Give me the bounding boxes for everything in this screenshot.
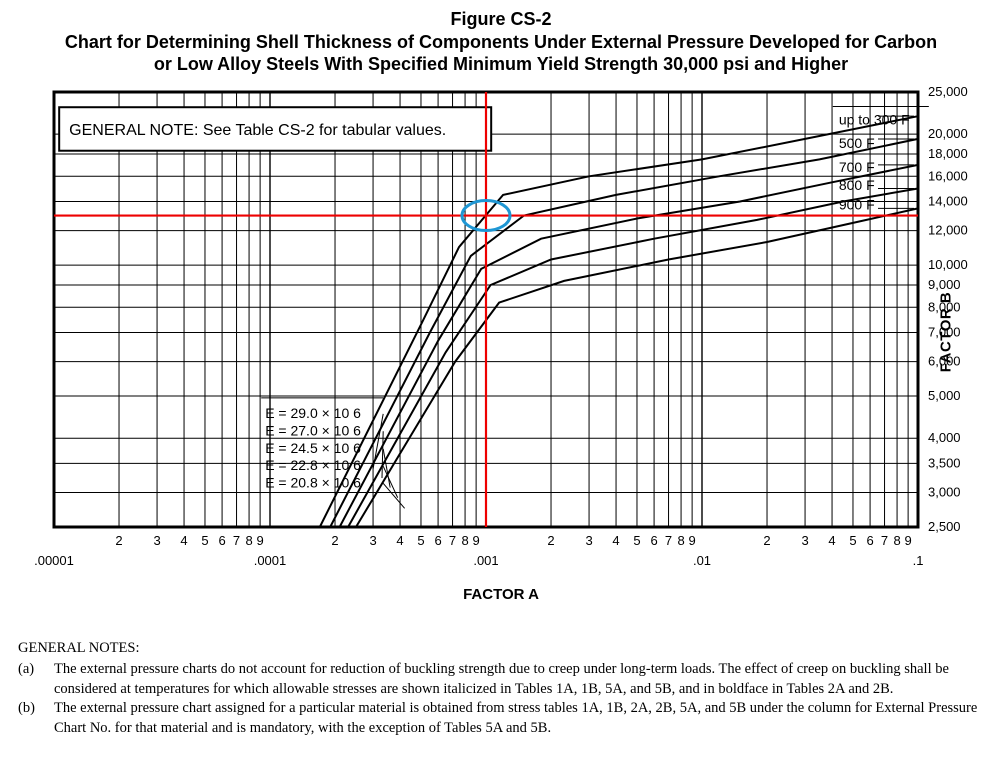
y-tick-label: 20,000 — [928, 126, 968, 141]
x-minor-label: 9 — [904, 533, 911, 548]
x-minor-label: 5 — [849, 533, 856, 548]
temp-label: 900 F — [839, 196, 875, 212]
x-minor-label: 7 — [233, 533, 240, 548]
y-tick-label: 12,000 — [928, 222, 968, 237]
note-item: (b)The external pressure chart assigned … — [18, 699, 984, 738]
x-minor-label: 7 — [665, 533, 672, 548]
y-tick-label: 10,000 — [928, 257, 968, 272]
x-decade-label: .001 — [473, 553, 498, 568]
notes-heading: GENERAL NOTES: — [18, 639, 984, 659]
x-minor-label: 5 — [417, 533, 424, 548]
e-modulus-label: E = 27.0 × 10 6 — [265, 422, 361, 438]
x-minor-label: 2 — [331, 533, 338, 548]
notes-list: (a)The external pressure charts do not a… — [18, 660, 984, 738]
figure-label: Figure CS-2 — [18, 8, 984, 31]
x-minor-label: 8 — [677, 533, 684, 548]
e-modulus-label: E = 24.5 × 10 6 — [265, 439, 361, 455]
general-notes: GENERAL NOTES: (a)The external pressure … — [18, 639, 984, 739]
chart-note-text: GENERAL NOTE: See Table CS-2 for tabular… — [69, 121, 446, 138]
note-text: The external pressure chart assigned for… — [54, 699, 984, 738]
note-item: (a)The external pressure charts do not a… — [18, 660, 984, 699]
y-tick-label: 5,000 — [928, 388, 961, 403]
note-text: The external pressure charts do not acco… — [54, 660, 984, 699]
y-tick-label: 9,000 — [928, 277, 961, 292]
x-minor-label: 8 — [893, 533, 900, 548]
x-minor-label: 7 — [881, 533, 888, 548]
chart: .0000123456789.000123456789.00123456789.… — [18, 82, 984, 582]
note-tag: (b) — [18, 699, 54, 738]
x-minor-label: 6 — [866, 533, 873, 548]
y-tick-label: 2,500 — [928, 519, 961, 534]
curve-300F — [320, 116, 918, 527]
y-tick-label: 3,000 — [928, 484, 961, 499]
x-minor-label: 3 — [801, 533, 808, 548]
figure-title-line2: or Low Alloy Steels With Specified Minim… — [18, 53, 984, 76]
curve-700F — [340, 164, 918, 526]
x-minor-label: 2 — [115, 533, 122, 548]
x-minor-label: 7 — [449, 533, 456, 548]
x-minor-label: 5 — [201, 533, 208, 548]
x-minor-label: 2 — [763, 533, 770, 548]
x-minor-label: 4 — [612, 533, 619, 548]
x-minor-label: 6 — [218, 533, 225, 548]
y-tick-label: 16,000 — [928, 168, 968, 183]
x-decade-label: .1 — [913, 553, 924, 568]
temp-label: 500 F — [839, 134, 875, 150]
x-minor-label: 3 — [585, 533, 592, 548]
y-tick-label: 25,000 — [928, 84, 968, 99]
x-minor-label: 3 — [153, 533, 160, 548]
temp-label: 800 F — [839, 177, 875, 193]
e-modulus-label: E = 22.8 × 10 6 — [265, 457, 361, 473]
x-minor-label: 4 — [180, 533, 187, 548]
x-minor-label: 6 — [650, 533, 657, 548]
note-tag: (a) — [18, 660, 54, 699]
figure-title-line1: Chart for Determining Shell Thickness of… — [18, 31, 984, 54]
chart-svg: .0000123456789.000123456789.00123456789.… — [18, 82, 984, 582]
title-block: Figure CS-2 Chart for Determining Shell … — [18, 8, 984, 76]
x-minor-label: 5 — [633, 533, 640, 548]
x-minor-label: 4 — [396, 533, 403, 548]
x-decade-label: .00001 — [34, 553, 74, 568]
y-axis-label: FACTOR B — [937, 291, 954, 371]
x-decade-label: .01 — [693, 553, 711, 568]
e-modulus-label: E = 29.0 × 10 6 — [265, 404, 361, 420]
temp-label: up to 300 F — [839, 111, 910, 127]
x-minor-label: 9 — [256, 533, 263, 548]
x-minor-label: 2 — [547, 533, 554, 548]
x-minor-label: 6 — [434, 533, 441, 548]
x-minor-label: 8 — [461, 533, 468, 548]
x-minor-label: 9 — [688, 533, 695, 548]
y-tick-label: 14,000 — [928, 193, 968, 208]
temp-label: 700 F — [839, 159, 875, 175]
y-tick-label: 4,000 — [928, 430, 961, 445]
x-decade-label: .0001 — [254, 553, 287, 568]
x-axis-label: FACTOR A — [18, 586, 984, 603]
e-modulus-label: E = 20.8 × 10 6 — [265, 474, 361, 490]
y-tick-label: 3,500 — [928, 455, 961, 470]
x-minor-label: 4 — [828, 533, 835, 548]
x-minor-label: 3 — [369, 533, 376, 548]
y-tick-label: 18,000 — [928, 146, 968, 161]
x-minor-label: 9 — [472, 533, 479, 548]
x-minor-label: 8 — [245, 533, 252, 548]
page: Figure CS-2 Chart for Determining Shell … — [0, 0, 1002, 769]
